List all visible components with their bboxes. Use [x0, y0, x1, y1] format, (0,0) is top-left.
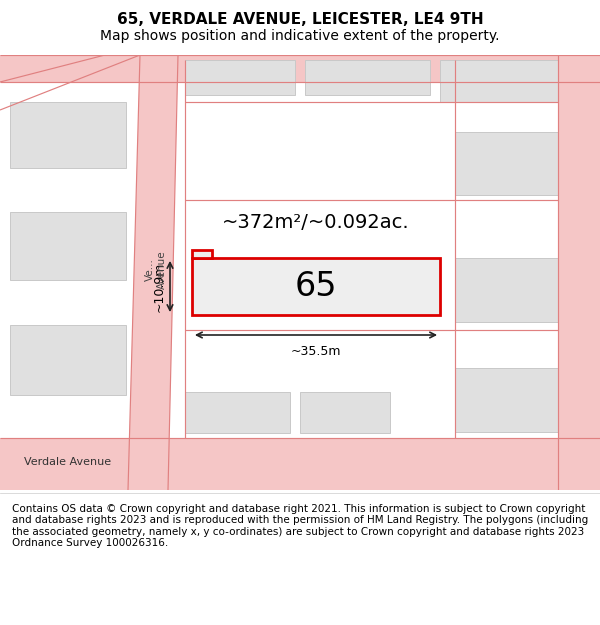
Text: ~372m²/~0.092ac.: ~372m²/~0.092ac.: [222, 214, 410, 232]
Text: ~10.9m: ~10.9m: [153, 261, 166, 312]
Polygon shape: [300, 392, 390, 433]
Text: 65, VERDALE AVENUE, LEICESTER, LE4 9TH: 65, VERDALE AVENUE, LEICESTER, LE4 9TH: [116, 12, 484, 27]
Polygon shape: [185, 392, 290, 433]
Text: Ve...
Avenue: Ve... Avenue: [145, 251, 167, 289]
Polygon shape: [10, 102, 126, 168]
Polygon shape: [10, 325, 126, 395]
Polygon shape: [192, 250, 212, 258]
Polygon shape: [455, 368, 558, 432]
Text: Map shows position and indicative extent of the property.: Map shows position and indicative extent…: [100, 29, 500, 43]
Polygon shape: [558, 55, 600, 490]
Text: ~35.5m: ~35.5m: [291, 345, 341, 358]
Polygon shape: [440, 60, 558, 102]
Polygon shape: [0, 55, 600, 82]
Polygon shape: [185, 60, 295, 95]
Polygon shape: [455, 132, 558, 195]
Bar: [192, 258, 440, 315]
Polygon shape: [455, 258, 558, 322]
Polygon shape: [305, 60, 430, 95]
Text: Contains OS data © Crown copyright and database right 2021. This information is : Contains OS data © Crown copyright and d…: [12, 504, 588, 548]
Polygon shape: [128, 55, 178, 490]
Text: 65: 65: [295, 270, 337, 303]
Polygon shape: [10, 212, 126, 280]
Text: Verdale Avenue: Verdale Avenue: [25, 457, 112, 467]
Polygon shape: [0, 438, 600, 490]
